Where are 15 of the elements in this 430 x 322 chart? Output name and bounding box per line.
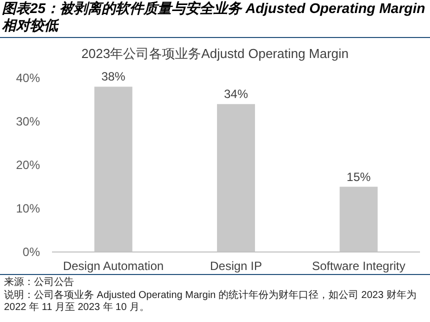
x-tick-label: Design IP <box>210 259 262 273</box>
chart-title: 图表25：被剥离的软件质量与安全业务 Adjusted Operating Margin 相对较低 <box>2 0 426 34</box>
y-tick-label: 40% <box>16 71 40 85</box>
y-tick-label: 30% <box>16 114 40 128</box>
data-label: 15% <box>346 170 371 184</box>
y-tick-label: 20% <box>16 158 40 172</box>
x-tick-label: Design Automation <box>62 259 164 273</box>
chart-subtitle: 2023年公司各项业务Adjustd Operating Margin <box>81 46 349 61</box>
y-tick-label: 10% <box>16 202 40 216</box>
y-tick-label: 0% <box>22 245 40 259</box>
data-label: 34% <box>224 87 248 102</box>
x-tick-label: Software Integrity <box>312 259 406 273</box>
text: 说明：公司各项业务 Adjusted Operating Margin 的统计年份为财年口径，如公司 2023 财年为 2022 年 11 月至 2023 年 10 月。 <box>4 290 418 314</box>
data-label: 38% <box>101 70 126 84</box>
source-note: 来源：公司公告 <box>4 277 74 289</box>
